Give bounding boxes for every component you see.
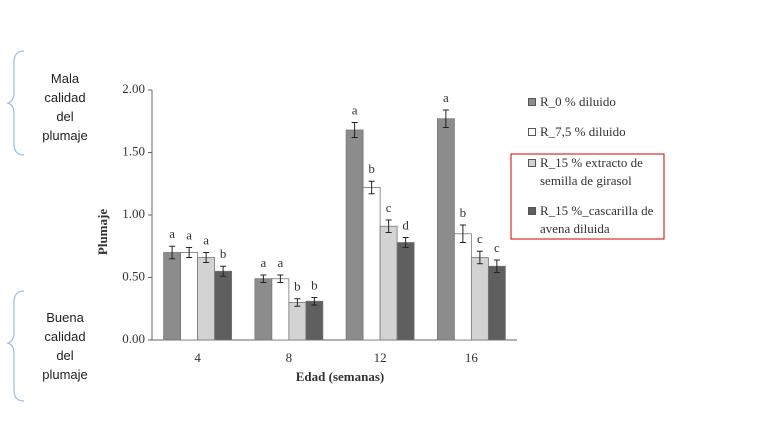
bar [487, 265, 506, 341]
significance-letter: d [402, 217, 409, 232]
legend-swatch [528, 207, 536, 215]
legend-swatch [528, 98, 536, 106]
significance-letter: b [294, 279, 301, 294]
y-tick-label: 1.00 [122, 206, 145, 221]
significance-letter: a [186, 227, 192, 242]
highlight-box [510, 153, 665, 240]
bar [396, 242, 415, 341]
significance-letter: a [352, 102, 358, 117]
legend-swatch [528, 128, 536, 136]
error-bar [220, 265, 227, 277]
brace [5, 50, 25, 156]
error-bar [311, 297, 318, 306]
bar [470, 257, 489, 341]
error-bar [459, 224, 466, 243]
error-bar [277, 274, 284, 283]
bar [180, 252, 199, 341]
x-tick-label: 4 [194, 350, 201, 365]
error-bar [442, 109, 449, 128]
significance-letter: a [260, 255, 266, 270]
error-bar [402, 237, 409, 248]
brace [5, 290, 25, 402]
significance-letter: a [169, 226, 175, 241]
legend-label: R_15 %_cascarilla de avena diluida [540, 203, 654, 236]
error-bar [385, 219, 392, 233]
significance-letter: b [311, 277, 318, 292]
error-bar [351, 122, 358, 138]
significance-letter: c [477, 231, 483, 246]
error-bar [203, 252, 210, 263]
bar [163, 252, 182, 341]
error-bar [493, 259, 500, 273]
bar [288, 302, 307, 341]
bar [254, 278, 273, 341]
error-bar [294, 298, 301, 307]
significance-letter: b [220, 246, 227, 261]
y-tick-label: 2.00 [122, 81, 145, 96]
annotation: Mala calidad del plumaje [42, 71, 88, 143]
legend-label: R_15 % extracto de semilla de girasol [540, 155, 643, 188]
x-tick-label: 16 [465, 350, 479, 365]
significance-letter: b [460, 205, 467, 220]
y-axis-label: Plumaje [95, 209, 110, 255]
error-bar [476, 250, 483, 265]
error-bar [186, 247, 193, 258]
error-bar [260, 274, 267, 283]
bar [214, 270, 233, 341]
bar [305, 300, 324, 341]
y-tick-label: 0.00 [122, 331, 145, 346]
annotation: Buena calidad del plumaje [42, 310, 88, 382]
legend-label: R_0 % diluido [540, 94, 616, 109]
x-tick-label: 12 [374, 350, 387, 365]
bar [453, 233, 472, 341]
bar [436, 118, 455, 341]
bar [379, 225, 398, 341]
x-axis-label: Edad (semanas) [296, 369, 385, 384]
bar [197, 257, 216, 341]
significance-letter: c [494, 240, 500, 255]
error-bar [368, 180, 375, 195]
significance-letter: a [277, 255, 283, 270]
x-tick-label: 8 [286, 350, 293, 365]
error-bar [169, 245, 176, 260]
significance-letter: b [368, 161, 375, 176]
significance-letter: c [386, 200, 392, 215]
y-tick-label: 0.50 [122, 268, 145, 283]
bar [271, 278, 290, 341]
legend-label: R_7,5 % diluido [540, 124, 626, 139]
bar [345, 129, 364, 341]
legend-swatch [528, 159, 536, 167]
bar [362, 187, 381, 341]
significance-letter: a [203, 232, 209, 247]
y-tick-label: 1.50 [122, 143, 145, 158]
significance-letter: a [443, 90, 449, 105]
